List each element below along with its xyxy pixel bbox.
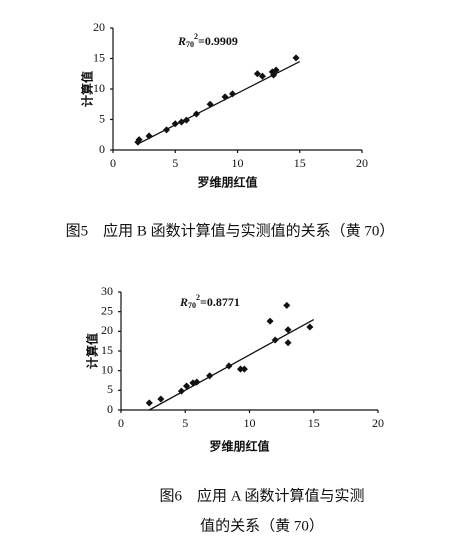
annotation-base: R bbox=[179, 295, 188, 309]
chart: 0 5 10 15 20 0 5 10 15 20 罗维朋红值 计算值 R702=0.9909 图5 应用… bbox=[66, 20, 395, 240]
x-tick-label: 0 bbox=[118, 416, 124, 430]
annotation-text: =0.9909 bbox=[198, 34, 238, 48]
y-tick-label: 10 bbox=[93, 81, 105, 95]
point bbox=[236, 365, 245, 373]
point bbox=[206, 372, 214, 380]
point bbox=[271, 336, 279, 344]
y-tick-label: 20 bbox=[93, 20, 105, 34]
point bbox=[292, 54, 300, 62]
y-tick-label: 15 bbox=[101, 343, 113, 357]
y-tick-label: 30 bbox=[101, 284, 113, 298]
x-tick-label: 0 bbox=[110, 156, 116, 170]
point bbox=[145, 399, 153, 407]
annotation-text: =0.8771 bbox=[200, 295, 240, 309]
point bbox=[272, 66, 280, 74]
x-axis-label: 罗维朋红值 bbox=[209, 439, 269, 454]
y-tick-label: 20 bbox=[101, 323, 113, 337]
annotation-sub: 70 bbox=[186, 40, 194, 49]
point bbox=[284, 339, 292, 347]
point bbox=[177, 387, 185, 395]
point bbox=[228, 90, 237, 98]
point bbox=[182, 116, 190, 124]
y-tick-label: 0 bbox=[99, 142, 105, 156]
y-tick-label: 0 bbox=[107, 402, 113, 416]
y-tick-label: 5 bbox=[99, 111, 105, 125]
point bbox=[192, 110, 200, 118]
x-tick-label: 15 bbox=[294, 156, 306, 170]
x-tick-label: 5 bbox=[182, 416, 188, 430]
point bbox=[283, 301, 291, 309]
annotation-sub: 70 bbox=[188, 301, 196, 310]
point bbox=[240, 365, 248, 373]
y-tick-label: 10 bbox=[101, 362, 113, 376]
point bbox=[182, 382, 191, 390]
y-tick-label: 15 bbox=[93, 50, 105, 64]
point bbox=[135, 136, 143, 144]
caption: 值的关系（黄 70） bbox=[200, 517, 324, 534]
y-tick-label: 5 bbox=[107, 382, 113, 396]
x-tick-label: 10 bbox=[232, 156, 244, 170]
x-tick-label: 15 bbox=[308, 416, 320, 430]
chart: 0 5 10 15 20 0 5 10 15 20 25 30 罗维朋红值 计算值 R702=0.8771 图… bbox=[85, 284, 385, 535]
point bbox=[225, 362, 233, 370]
fit-line bbox=[148, 318, 315, 411]
annotation-sup: 2 bbox=[196, 293, 200, 302]
y-axis-label: 计算值 bbox=[80, 71, 95, 107]
point bbox=[258, 72, 266, 80]
x-tick-label: 10 bbox=[244, 416, 256, 430]
caption: 图6 应用 A 函数计算值与实测 bbox=[159, 486, 364, 504]
point bbox=[266, 317, 274, 325]
x-tick-label: 20 bbox=[372, 416, 384, 430]
point bbox=[284, 326, 292, 334]
x-tick-label: 20 bbox=[356, 156, 368, 170]
point bbox=[221, 93, 229, 101]
annotation-sup: 2 bbox=[194, 32, 198, 41]
x-tick-label: 5 bbox=[172, 156, 178, 170]
x-axis-label: 罗维朋红值 bbox=[197, 175, 257, 190]
point bbox=[270, 71, 278, 79]
point bbox=[145, 132, 153, 140]
annotation-base: R bbox=[177, 34, 186, 48]
y-tick-label: 25 bbox=[101, 303, 113, 317]
annotation: R702=0.8771 bbox=[179, 293, 240, 310]
point bbox=[206, 100, 214, 108]
point bbox=[171, 120, 179, 128]
point bbox=[157, 395, 165, 403]
caption: 图5 应用 B 函数计算值与实测值的关系（黄 70） bbox=[66, 221, 395, 239]
annotation: R702=0.9909 bbox=[177, 32, 238, 49]
point bbox=[193, 378, 201, 386]
point bbox=[306, 323, 314, 331]
y-axis-label: 计算值 bbox=[85, 333, 100, 369]
